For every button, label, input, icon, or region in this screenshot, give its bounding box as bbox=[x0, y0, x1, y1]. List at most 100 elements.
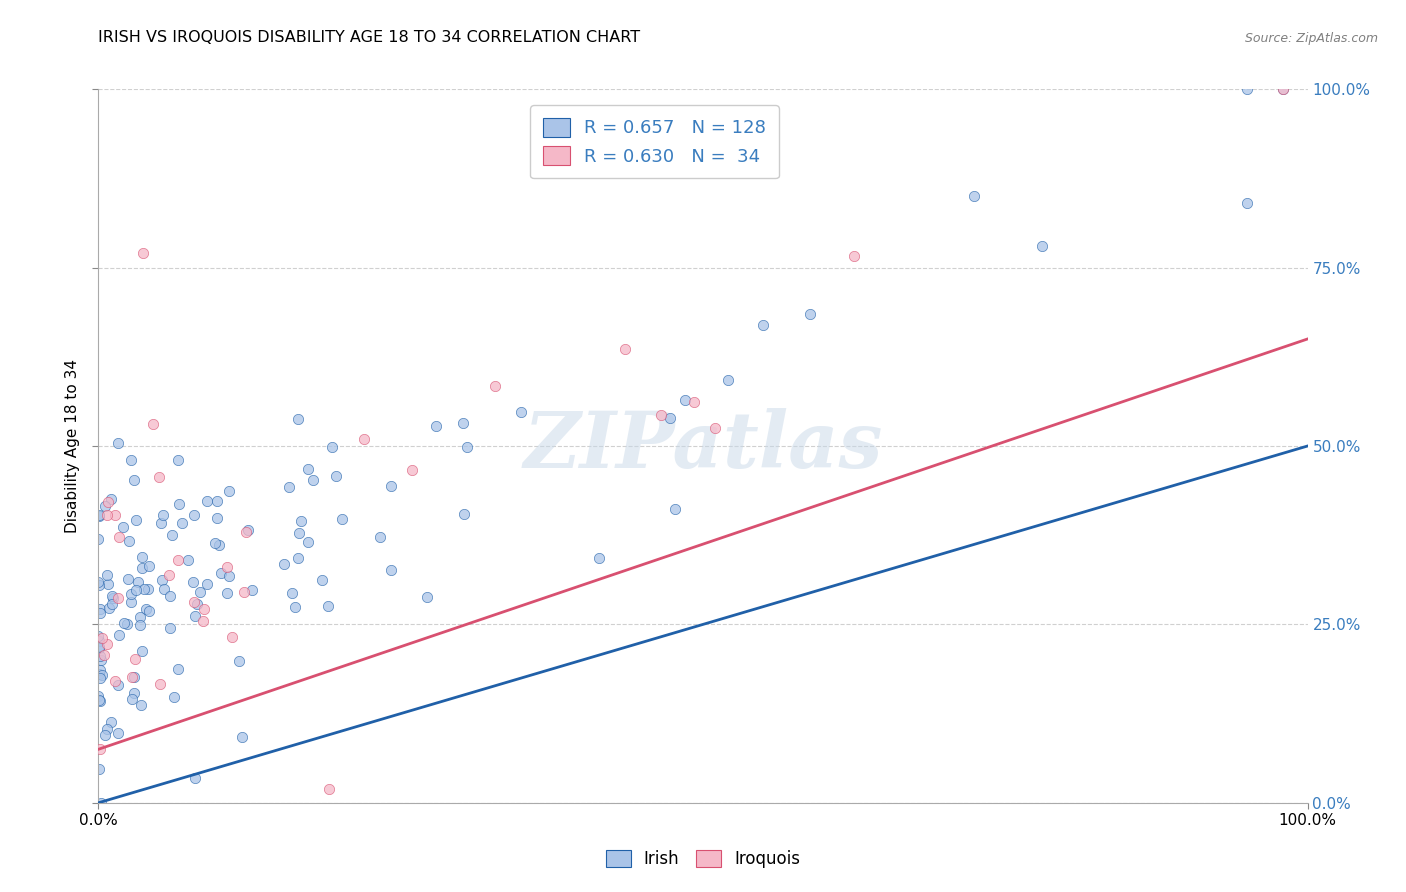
Point bbox=[101, 597, 124, 611]
Point bbox=[89, 649, 111, 664]
Point bbox=[96, 637, 118, 651]
Point bbox=[221, 630, 243, 644]
Point bbox=[132, 582, 155, 597]
Point bbox=[191, 614, 214, 628]
Point bbox=[159, 589, 181, 603]
Point bbox=[453, 507, 475, 521]
Point bbox=[288, 526, 311, 541]
Point bbox=[128, 618, 150, 632]
Point bbox=[380, 563, 402, 577]
Point bbox=[184, 771, 207, 785]
Point bbox=[160, 528, 183, 542]
Point bbox=[181, 574, 204, 589]
Point bbox=[183, 595, 205, 609]
Point bbox=[103, 673, 125, 688]
Point bbox=[122, 670, 145, 684]
Point bbox=[120, 452, 142, 467]
Point bbox=[87, 578, 110, 592]
Point bbox=[93, 648, 115, 662]
Point bbox=[184, 609, 207, 624]
Point bbox=[89, 509, 111, 524]
Point bbox=[122, 474, 145, 488]
Point bbox=[301, 473, 323, 487]
Point bbox=[89, 742, 111, 756]
Point bbox=[132, 246, 155, 260]
Point bbox=[188, 584, 211, 599]
Point bbox=[138, 603, 160, 617]
Point bbox=[228, 654, 250, 668]
Point bbox=[240, 582, 263, 597]
Point bbox=[87, 629, 110, 643]
Point bbox=[131, 644, 153, 658]
Point bbox=[87, 641, 110, 656]
Point bbox=[135, 602, 157, 616]
Point bbox=[650, 408, 672, 422]
Point bbox=[673, 392, 696, 407]
Point bbox=[167, 662, 190, 676]
Point bbox=[232, 584, 254, 599]
Point bbox=[330, 512, 353, 526]
Point bbox=[682, 395, 704, 409]
Y-axis label: Disability Age 18 to 34: Disability Age 18 to 34 bbox=[65, 359, 80, 533]
Point bbox=[111, 520, 134, 534]
Point bbox=[131, 560, 153, 574]
Point bbox=[98, 600, 121, 615]
Point bbox=[107, 726, 129, 740]
Point bbox=[115, 616, 138, 631]
Point bbox=[107, 678, 129, 692]
Point bbox=[1236, 196, 1258, 211]
Point bbox=[107, 530, 129, 544]
Point bbox=[311, 574, 333, 588]
Point bbox=[510, 404, 533, 418]
Point bbox=[90, 653, 112, 667]
Point bbox=[177, 552, 200, 566]
Point bbox=[278, 480, 301, 494]
Point bbox=[131, 550, 153, 565]
Point bbox=[138, 558, 160, 573]
Legend: Irish, Iroquois: Irish, Iroquois bbox=[599, 843, 807, 875]
Point bbox=[118, 533, 141, 548]
Point bbox=[96, 508, 118, 523]
Point bbox=[287, 550, 309, 565]
Point bbox=[153, 582, 176, 597]
Point bbox=[215, 585, 238, 599]
Point bbox=[664, 501, 686, 516]
Point bbox=[125, 583, 148, 598]
Point bbox=[97, 576, 120, 591]
Point bbox=[456, 440, 478, 454]
Point bbox=[149, 516, 172, 530]
Point bbox=[208, 538, 231, 552]
Point bbox=[149, 676, 172, 690]
Point bbox=[416, 590, 439, 604]
Point bbox=[318, 781, 340, 796]
Point bbox=[87, 508, 110, 523]
Point bbox=[89, 671, 111, 685]
Point bbox=[613, 342, 636, 356]
Point bbox=[87, 666, 110, 681]
Point bbox=[131, 698, 153, 712]
Point bbox=[195, 577, 218, 591]
Point bbox=[121, 587, 143, 601]
Point bbox=[124, 652, 146, 666]
Point bbox=[451, 416, 474, 430]
Point bbox=[215, 560, 238, 574]
Point bbox=[963, 189, 986, 203]
Point bbox=[218, 569, 240, 583]
Point bbox=[588, 551, 610, 566]
Point bbox=[717, 373, 740, 387]
Point bbox=[163, 690, 186, 704]
Point bbox=[425, 419, 447, 434]
Point bbox=[97, 495, 120, 509]
Point bbox=[704, 421, 727, 435]
Point bbox=[87, 574, 110, 589]
Point bbox=[150, 574, 173, 588]
Point bbox=[100, 491, 122, 506]
Point bbox=[167, 453, 190, 467]
Point bbox=[752, 318, 775, 332]
Point bbox=[207, 493, 229, 508]
Point bbox=[90, 631, 112, 645]
Point bbox=[218, 483, 240, 498]
Point bbox=[117, 573, 139, 587]
Point bbox=[121, 669, 143, 683]
Point bbox=[353, 432, 375, 446]
